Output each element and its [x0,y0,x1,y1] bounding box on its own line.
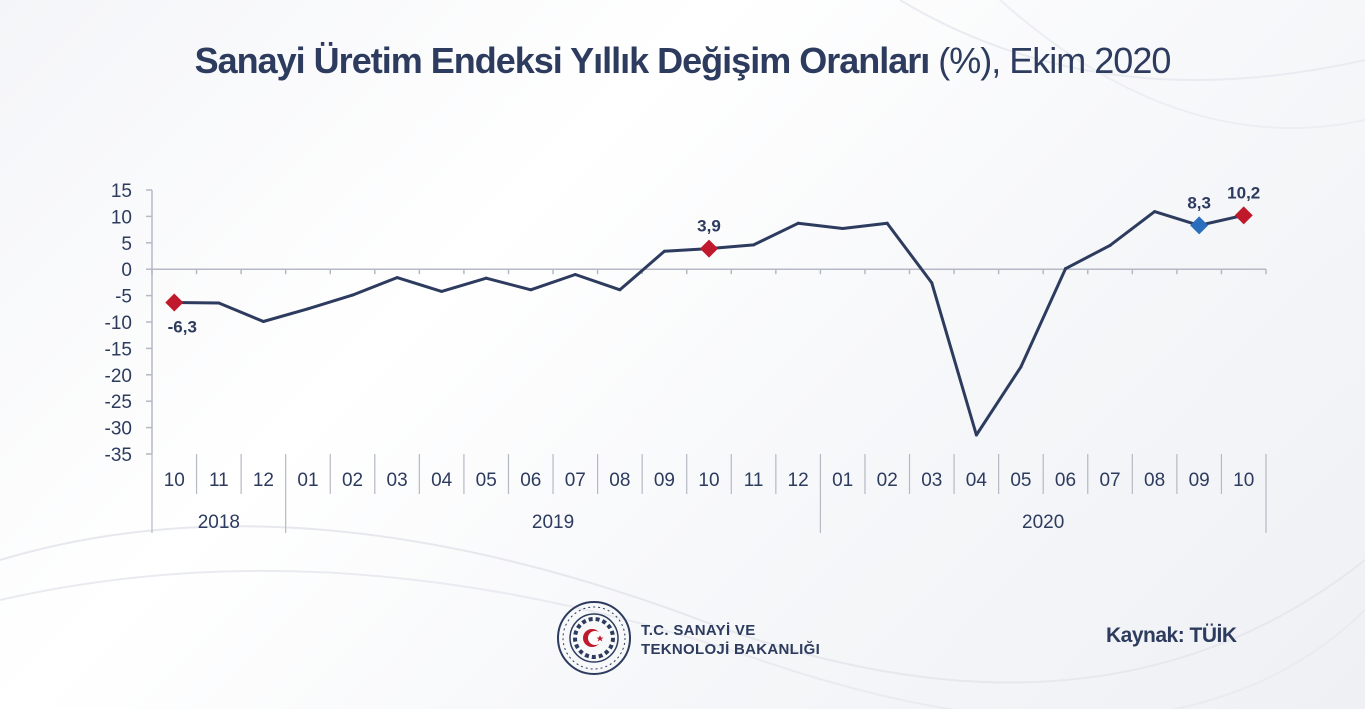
data-point [484,276,488,280]
y-tick-label: 5 [121,234,132,255]
y-tick-label: 0 [121,260,132,281]
chart-title: Sanayi Üretim Endeksi Yıllık Değişim Ora… [0,40,1365,82]
x-tick-label: 09 [654,470,675,491]
x-tick-label: 06 [520,470,541,491]
data-point [351,293,355,297]
data-point [529,288,533,292]
x-tick-label: 06 [1055,470,1076,491]
x-tick-label: 07 [565,470,586,491]
data-point [618,288,622,292]
y-tick-label: -25 [105,392,132,413]
highlight-marker [700,239,718,258]
x-tick-label: 11 [209,470,229,491]
data-label: 8,3 [1187,193,1211,212]
highlight-marker [1234,206,1253,225]
y-tick-label: 10 [111,207,132,228]
data-point [1108,243,1112,247]
data-point [1153,210,1157,214]
chart-title-suffix: (%), Ekim 2020 [938,40,1171,81]
data-point [1019,365,1023,369]
axes-layer: 15 10 5 0 -5 -10 -15 -20 -25 -30 -35 10 11 12 01 02 03 04… [105,181,1267,533]
y-tick-label: -20 [105,366,132,387]
x-tick-label: 08 [609,470,630,491]
x-tick-label: 04 [966,470,988,491]
data-label: 3,9 [697,217,721,236]
x-tick-label: 05 [1010,470,1031,491]
highlight-marker [1190,216,1209,235]
data-point [930,281,934,285]
x-tick-label: 11 [744,470,764,491]
x-tick-label: 10 [164,470,185,491]
x-tick-label: 12 [788,470,809,491]
data-point [440,289,444,293]
ministry-name: T.C. SANAYİ VE TEKNOLOJİ BAKANLIĞI [641,621,820,659]
y-tick-label: -5 [115,287,132,308]
data-point [752,243,756,247]
x-tick-label: 07 [1099,470,1120,491]
ministry-logo [557,601,631,675]
data-point [1063,267,1067,271]
highlight-marker [165,293,184,312]
data-point [573,272,577,276]
x-tick-label: 02 [877,470,898,491]
x-tick-label: 10 [1233,470,1254,491]
year-label: 2020 [1022,512,1064,533]
data-point [217,301,221,305]
ministry-name-line1: T.C. SANAYİ VE [641,622,756,639]
y-tick-label: -30 [105,419,132,440]
x-tick-label: 04 [431,470,453,491]
x-tick-label: 05 [476,470,497,491]
chart-title-main: Sanayi Üretim Endeksi Yıllık Değişim Ora… [194,40,931,81]
x-tick-label: 09 [1189,470,1210,491]
year-label: 2019 [532,512,574,533]
x-tick-label: 03 [921,470,942,491]
x-tick-label: 01 [832,470,853,491]
data-point [306,307,310,311]
source-label: Kaynak: TÜİK [1106,624,1237,647]
year-label: 2018 [198,512,240,533]
highlight-layer: -6,3 3,9 8,3 10,2 [165,183,1260,336]
y-tick-label: 15 [111,181,132,202]
ministry-name-line2: TEKNOLOJİ BAKANLIĞI [641,641,821,658]
data-label: -6,3 [168,317,197,336]
data-label: 10,2 [1227,183,1260,202]
x-tick-label: 01 [297,470,318,491]
x-tick-label: 08 [1144,470,1165,491]
data-point [395,276,399,280]
x-tick-label: 10 [698,470,719,491]
data-point [885,221,889,225]
x-tick-label: 02 [342,470,363,491]
data-point [974,433,978,437]
data-point [261,319,265,323]
data-point [841,227,845,231]
y-tick-label: -15 [105,339,132,360]
data-point [662,249,666,253]
x-tick-label: 03 [387,470,408,491]
x-tick-label: 12 [253,470,274,491]
data-point [796,221,800,225]
y-tick-label: -35 [105,445,132,466]
y-tick-label: -10 [105,313,132,334]
